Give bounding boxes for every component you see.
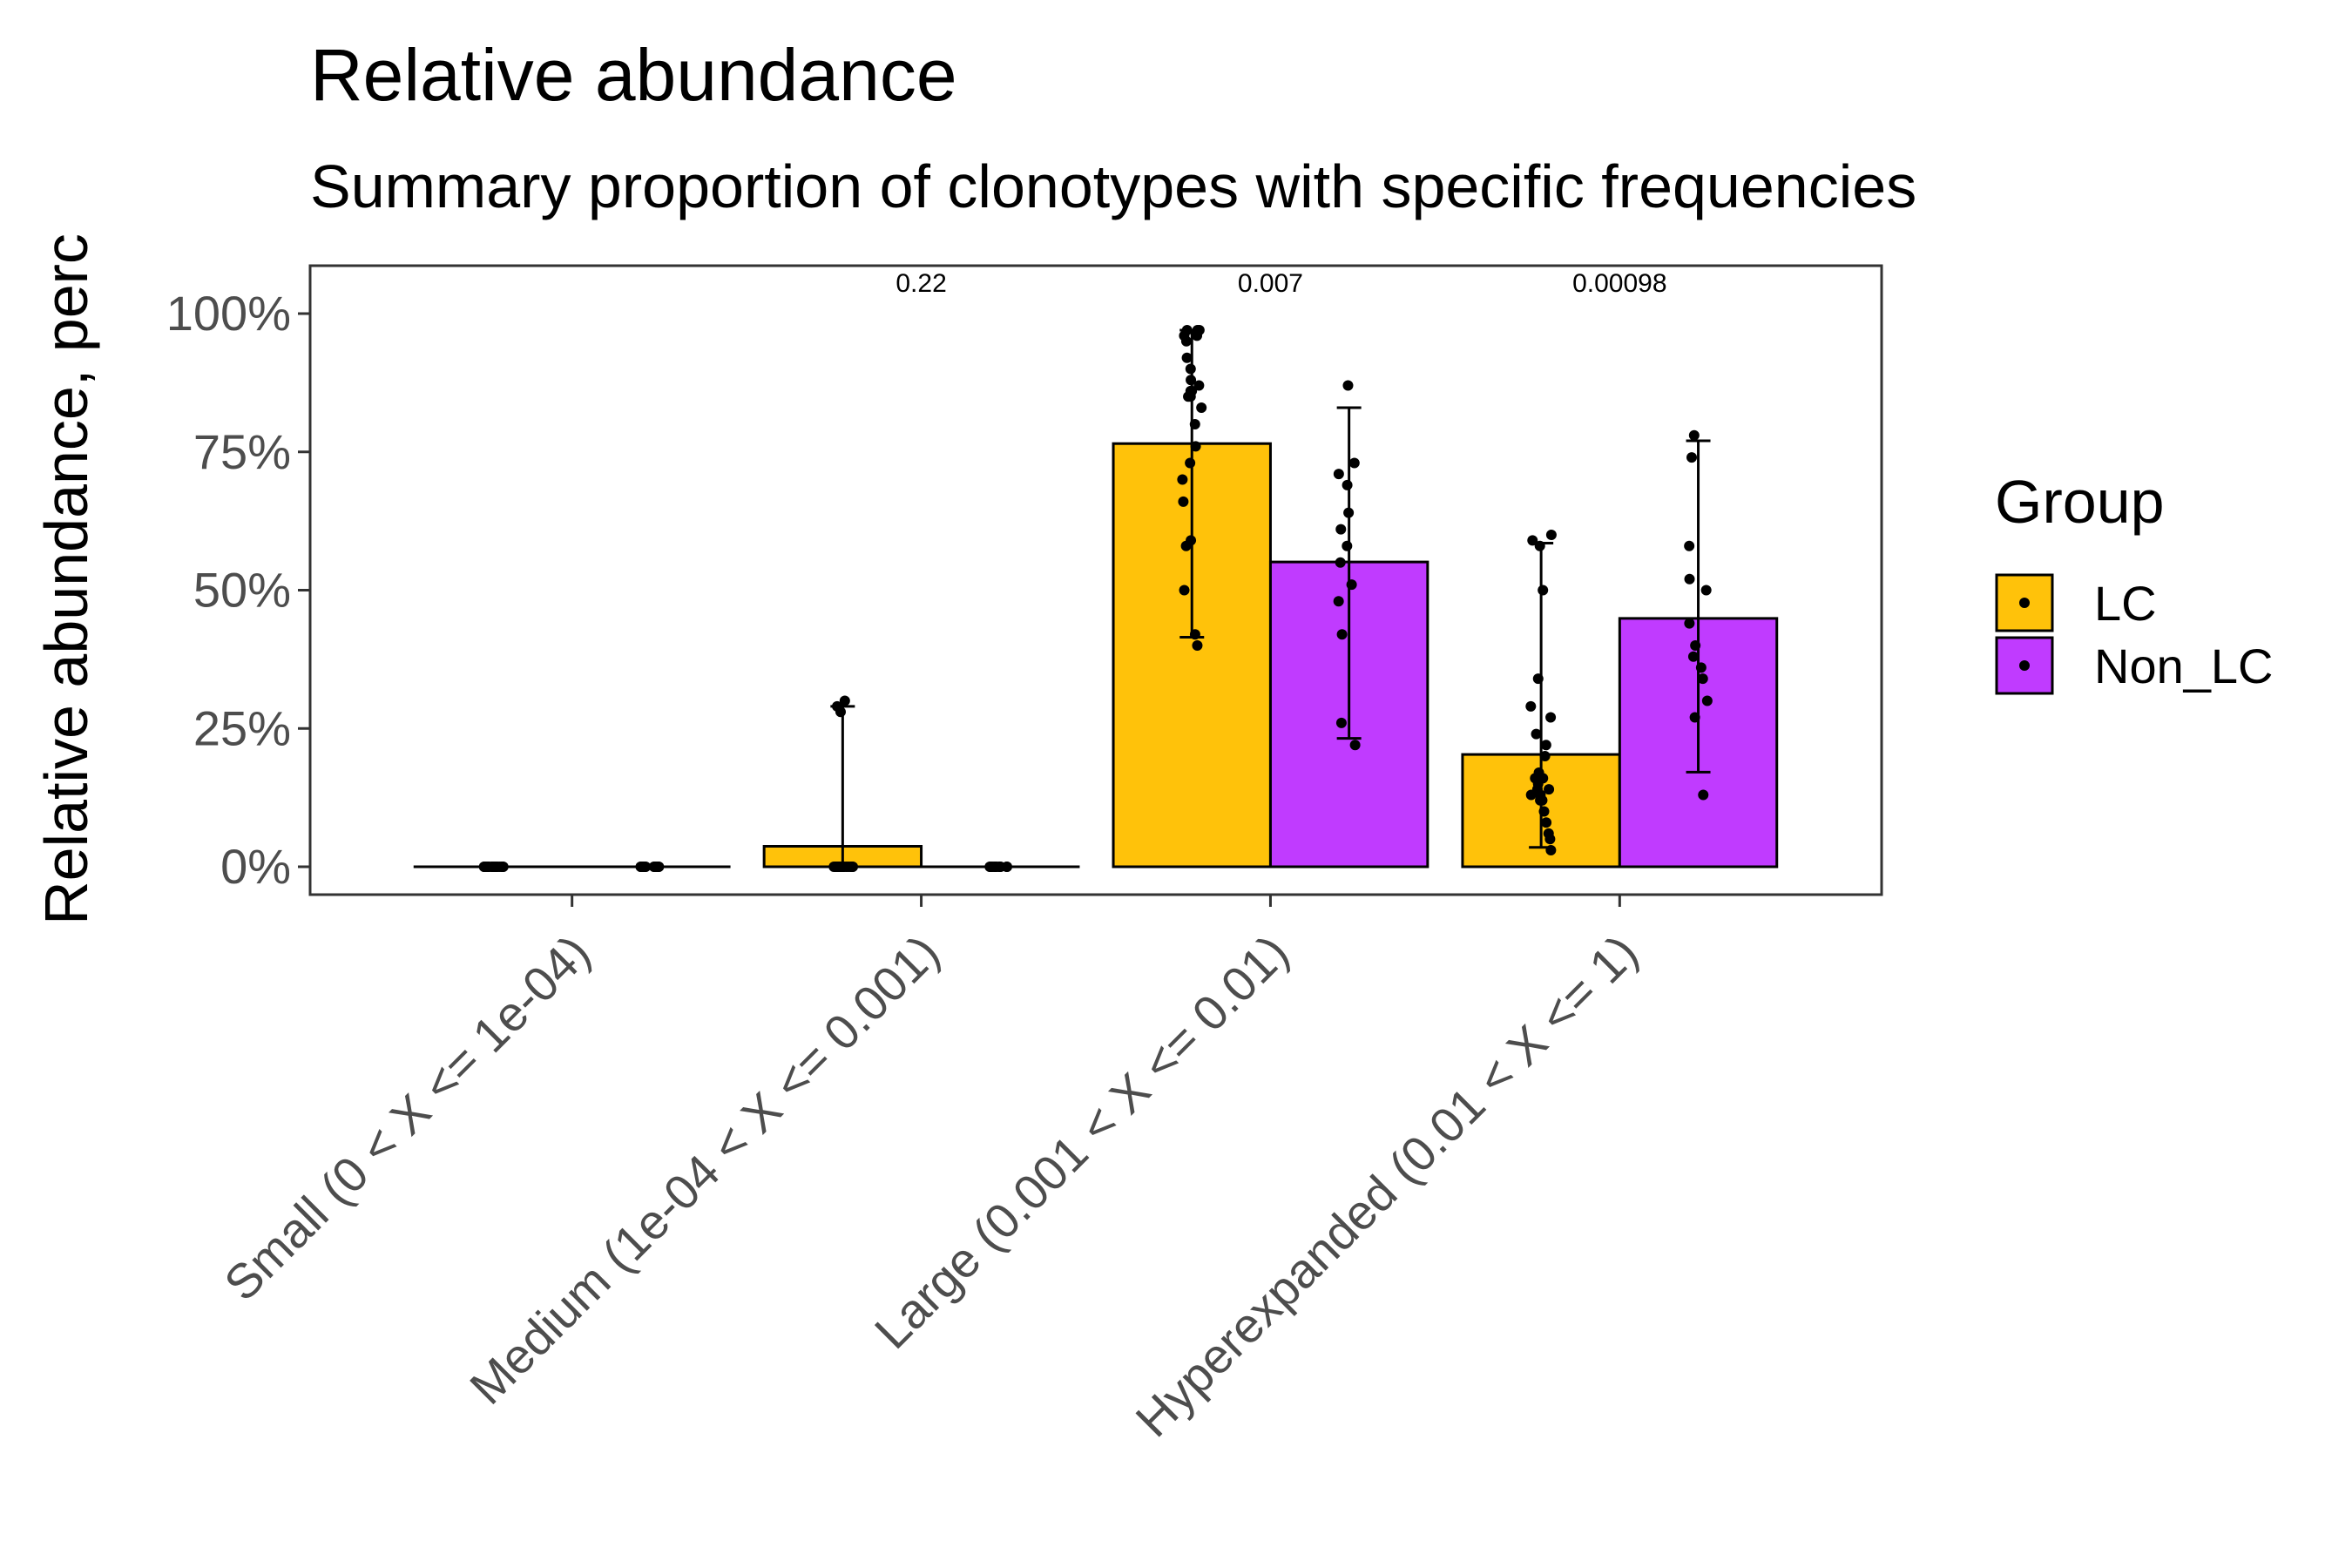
data-point bbox=[1538, 773, 1549, 784]
data-point bbox=[1333, 469, 1344, 480]
data-point bbox=[1346, 579, 1357, 591]
data-point bbox=[1335, 557, 1346, 568]
data-point bbox=[1525, 700, 1537, 712]
data-point bbox=[1189, 629, 1200, 640]
data-point bbox=[990, 862, 1001, 872]
data-point bbox=[1189, 419, 1200, 429]
data-point bbox=[1684, 540, 1695, 551]
data-point bbox=[1687, 651, 1699, 662]
data-point bbox=[1001, 862, 1012, 872]
data-point bbox=[1545, 530, 1557, 540]
data-point bbox=[1700, 585, 1712, 596]
p-value-annotation: 0.00098 bbox=[1572, 269, 1666, 298]
data-point bbox=[1531, 728, 1542, 740]
y-tick-label: 100% bbox=[166, 286, 291, 341]
data-point bbox=[497, 862, 509, 872]
legend-point bbox=[2019, 660, 2030, 671]
legend-title: Group bbox=[1995, 468, 2165, 536]
y-tick-label: 50% bbox=[193, 563, 291, 618]
legend-label: Non_LC bbox=[2094, 639, 2273, 693]
data-point bbox=[480, 862, 491, 872]
data-point bbox=[1335, 524, 1347, 535]
data-point bbox=[1179, 585, 1190, 596]
data-point bbox=[1684, 618, 1695, 629]
data-point bbox=[1348, 457, 1360, 469]
data-point bbox=[1689, 712, 1700, 723]
p-value-annotation: 0.22 bbox=[896, 269, 946, 298]
data-point bbox=[835, 706, 846, 718]
data-point bbox=[839, 695, 850, 706]
data-point bbox=[1698, 789, 1709, 801]
y-tick-label: 25% bbox=[193, 700, 291, 755]
data-point bbox=[1335, 717, 1347, 728]
data-point bbox=[1196, 402, 1207, 413]
data-point bbox=[1695, 662, 1707, 673]
data-point bbox=[1697, 673, 1708, 685]
y-tick-label: 0% bbox=[220, 839, 291, 894]
data-point bbox=[1190, 441, 1201, 452]
data-point bbox=[1181, 325, 1193, 336]
data-point bbox=[1343, 507, 1355, 518]
data-point bbox=[635, 862, 646, 872]
legend-point bbox=[2019, 598, 2030, 608]
data-point bbox=[1342, 479, 1353, 490]
data-point bbox=[1193, 380, 1205, 391]
data-point bbox=[1534, 540, 1545, 551]
data-point bbox=[836, 862, 848, 872]
data-point bbox=[1545, 712, 1557, 723]
data-point bbox=[1545, 844, 1557, 855]
data-point bbox=[1181, 352, 1193, 363]
legend-label: LC bbox=[2094, 576, 2157, 631]
data-point bbox=[1185, 363, 1196, 375]
data-point bbox=[1342, 540, 1353, 551]
data-point bbox=[1532, 673, 1544, 685]
x-tick-label: Large (0.001 < X <= 0.01) bbox=[864, 924, 1299, 1359]
data-point bbox=[1193, 325, 1205, 336]
data-point bbox=[1538, 806, 1550, 817]
data-point bbox=[1535, 789, 1546, 801]
data-point bbox=[1540, 740, 1551, 751]
data-point bbox=[1342, 380, 1354, 391]
data-point bbox=[1333, 596, 1344, 607]
data-point bbox=[1686, 452, 1698, 463]
data-point bbox=[1539, 751, 1551, 761]
x-tick-label: Small (0 < X <= 1e-04) bbox=[213, 924, 600, 1311]
data-point bbox=[1185, 385, 1196, 396]
data-point bbox=[1543, 828, 1554, 839]
data-point bbox=[1185, 457, 1196, 469]
y-tick-label: 75% bbox=[193, 424, 291, 479]
data-point bbox=[1701, 695, 1713, 706]
data-point bbox=[1688, 429, 1700, 441]
data-point bbox=[1684, 573, 1695, 585]
chart-subtitle: Summary proportion of clonotypes with sp… bbox=[310, 152, 1916, 220]
data-point bbox=[1541, 817, 1552, 828]
data-point bbox=[1186, 375, 1197, 386]
data-point bbox=[1186, 535, 1197, 546]
data-point bbox=[845, 862, 856, 872]
data-point bbox=[1192, 640, 1203, 651]
data-point bbox=[652, 862, 663, 872]
data-point bbox=[1178, 496, 1189, 507]
data-point bbox=[1538, 585, 1549, 596]
data-point bbox=[1544, 784, 1555, 795]
data-point bbox=[1527, 535, 1538, 546]
legend: Group LC Non_LC bbox=[1995, 468, 2273, 695]
plot-panel-border bbox=[308, 264, 1883, 896]
data-point bbox=[1349, 740, 1361, 751]
plot-area: 0%25%50%75%100%Small (0 < X <= 1e-04)Med… bbox=[166, 264, 1883, 1447]
data-point bbox=[1690, 640, 1701, 651]
p-value-annotation: 0.007 bbox=[1238, 269, 1303, 298]
y-axis-title: Relative abundance, perc bbox=[32, 233, 100, 925]
chart-title: Relative abundance bbox=[310, 34, 957, 116]
data-point bbox=[1177, 474, 1188, 485]
data-point bbox=[1336, 629, 1348, 640]
